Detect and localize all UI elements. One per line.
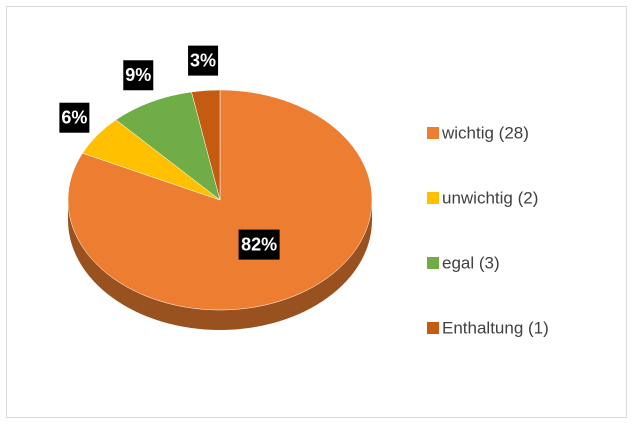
- legend-label: wichtig (28): [441, 123, 529, 142]
- slice: [191, 89, 221, 201]
- legend-label: egal (3): [442, 253, 500, 272]
- legend-swatch: [427, 127, 439, 139]
- legend-label: unwichtig (2): [442, 188, 538, 207]
- data-label-box: [188, 45, 219, 76]
- data-label-box: [123, 60, 154, 91]
- legend-swatch: [427, 257, 439, 269]
- data-label-box: [59, 102, 90, 133]
- slice: [115, 91, 221, 201]
- data-label-box: [238, 229, 280, 260]
- data-label: 9%: [125, 65, 151, 85]
- legend-label: Enthaltung (1): [442, 318, 549, 337]
- data-label: 82%: [241, 234, 277, 254]
- slice-side: [68, 200, 372, 330]
- data-label: 3%: [190, 50, 216, 70]
- legend-swatch: [427, 192, 439, 204]
- data-label: 6%: [61, 107, 87, 127]
- legend-swatch: [427, 322, 439, 334]
